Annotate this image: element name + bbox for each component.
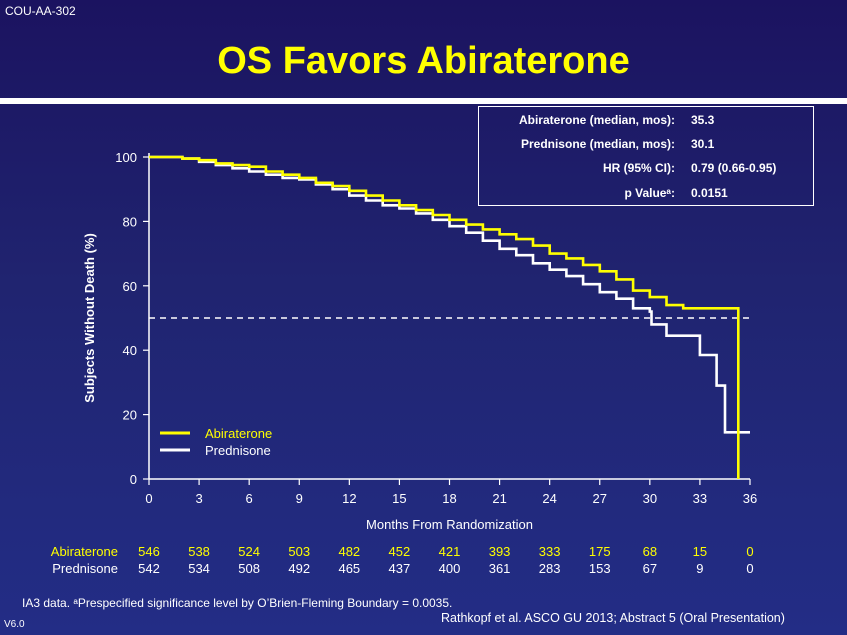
y-tick-label: 60	[123, 279, 137, 294]
stat-row-p-value: p Valueᵃ: 0.0151	[479, 183, 815, 203]
stat-value: 35.3	[691, 113, 715, 127]
stat-label: p Valueᵃ:	[624, 186, 675, 200]
version-label: V6.0	[4, 619, 25, 630]
x-tick-label: 18	[442, 491, 456, 506]
at-risk-row-label: Prednisone	[52, 561, 118, 576]
y-tick-label: 0	[130, 472, 137, 487]
y-tick-label: 100	[115, 150, 137, 165]
at-risk-value: 492	[288, 561, 311, 576]
at-risk-value: 542	[138, 561, 160, 576]
stat-row-prednisone-median: Prednisone (median, mos): 30.1	[479, 134, 815, 154]
at-risk-value: 524	[238, 544, 260, 559]
at-risk-value: 0	[746, 561, 754, 576]
stats-box: Abiraterone (median, mos): 35.3 Predniso…	[478, 106, 814, 206]
x-tick-label: 9	[296, 491, 303, 506]
x-axis-label: Months From Randomization	[366, 517, 533, 532]
x-tick-label: 30	[643, 491, 657, 506]
series-line-prednisone	[149, 155, 750, 434]
y-tick-label: 40	[123, 343, 137, 358]
stat-label: HR (95% CI):	[602, 161, 675, 175]
at-risk-value: 393	[488, 544, 511, 559]
y-tick-label: 80	[123, 214, 137, 229]
legend-label-prednisone: Prednisone	[205, 443, 271, 458]
x-tick-label: 33	[693, 491, 707, 506]
at-risk-value: 15	[692, 544, 708, 559]
legend-label-abiraterone: Abiraterone	[205, 426, 272, 441]
at-risk-value: 175	[588, 544, 611, 559]
at-risk-value: 508	[238, 561, 260, 576]
study-tag: COU-AA-302	[5, 4, 76, 18]
x-tick-label: 36	[743, 491, 757, 506]
at-risk-value: 465	[338, 561, 361, 576]
stat-value: 0.79 (0.66-0.95)	[691, 161, 777, 175]
x-tick-label: 12	[342, 491, 356, 506]
x-tick-label: 24	[542, 491, 556, 506]
at-risk-value: 400	[438, 561, 461, 576]
stat-value: 0.0151	[691, 186, 728, 200]
y-tick-label: 20	[123, 408, 137, 423]
at-risk-value: 9	[696, 561, 704, 576]
x-tick-label: 27	[593, 491, 607, 506]
at-risk-value: 361	[488, 561, 511, 576]
at-risk-value: 68	[642, 544, 658, 559]
at-risk-value: 538	[188, 544, 210, 559]
at-risk-value: 437	[388, 561, 411, 576]
x-tick-label: 15	[392, 491, 406, 506]
citation: Rathkopf et al. ASCO GU 2013; Abstract 5…	[441, 611, 785, 625]
stat-label: Abiraterone (median, mos):	[518, 113, 675, 127]
at-risk-value: 546	[138, 544, 160, 559]
at-risk-value: 333	[538, 544, 561, 559]
at-risk-value: 482	[338, 544, 361, 559]
stat-value: 30.1	[691, 137, 715, 151]
title-divider	[0, 98, 847, 104]
at-risk-value: 452	[388, 544, 411, 559]
at-risk-value: 67	[642, 561, 658, 576]
footnote: IA3 data. ᵃPrespecified significance lev…	[22, 596, 453, 610]
at-risk-value: 283	[538, 561, 561, 576]
stat-label: Prednisone (median, mos):	[520, 137, 675, 151]
at-risk-value: 0	[746, 544, 754, 559]
stat-row-abiraterone-median: Abiraterone (median, mos): 35.3	[479, 110, 815, 130]
x-tick-label: 21	[492, 491, 506, 506]
at-risk-value: 153	[588, 561, 611, 576]
stat-row-hazard-ratio: HR (95% CI): 0.79 (0.66-0.95)	[479, 158, 815, 178]
at-risk-value: 421	[438, 544, 461, 559]
x-tick-label: 6	[246, 491, 253, 506]
at-risk-value: 503	[288, 544, 311, 559]
y-axis-label: Subjects Without Death (%)	[82, 233, 97, 403]
slide-title: OS Favors Abiraterone	[217, 40, 630, 82]
at-risk-value: 534	[188, 561, 210, 576]
at-risk-row-label: Abiraterone	[50, 544, 118, 559]
x-tick-label: 0	[145, 491, 152, 506]
x-tick-label: 3	[195, 491, 202, 506]
series-line-abiraterone	[149, 155, 740, 479]
